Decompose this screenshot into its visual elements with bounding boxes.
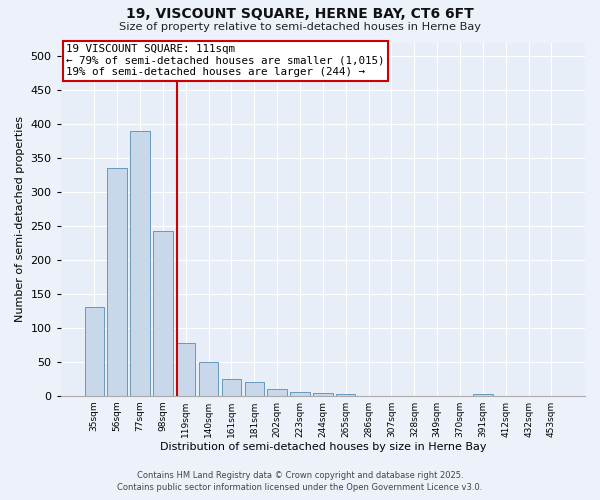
Bar [313, 393, 332, 396]
Bar [268, 389, 287, 396]
Text: 19, VISCOUNT SQUARE, HERNE BAY, CT6 6FT: 19, VISCOUNT SQUARE, HERNE BAY, CT6 6FT [126, 8, 474, 22]
Bar [336, 394, 355, 396]
Y-axis label: Number of semi-detached properties: Number of semi-detached properties [15, 116, 25, 322]
Bar [176, 344, 196, 396]
Text: Size of property relative to semi-detached houses in Herne Bay: Size of property relative to semi-detach… [119, 22, 481, 32]
Bar [199, 362, 218, 396]
Text: Contains HM Land Registry data © Crown copyright and database right 2025.
Contai: Contains HM Land Registry data © Crown c… [118, 471, 482, 492]
Bar [107, 168, 127, 396]
Bar [85, 308, 104, 396]
Bar [130, 131, 149, 396]
Bar [153, 232, 173, 396]
Bar [290, 392, 310, 396]
X-axis label: Distribution of semi-detached houses by size in Herne Bay: Distribution of semi-detached houses by … [160, 442, 486, 452]
Bar [473, 394, 493, 396]
Bar [245, 382, 264, 396]
Text: 19 VISCOUNT SQUARE: 111sqm
← 79% of semi-detached houses are smaller (1,015)
19%: 19 VISCOUNT SQUARE: 111sqm ← 79% of semi… [66, 44, 385, 78]
Bar [221, 378, 241, 396]
